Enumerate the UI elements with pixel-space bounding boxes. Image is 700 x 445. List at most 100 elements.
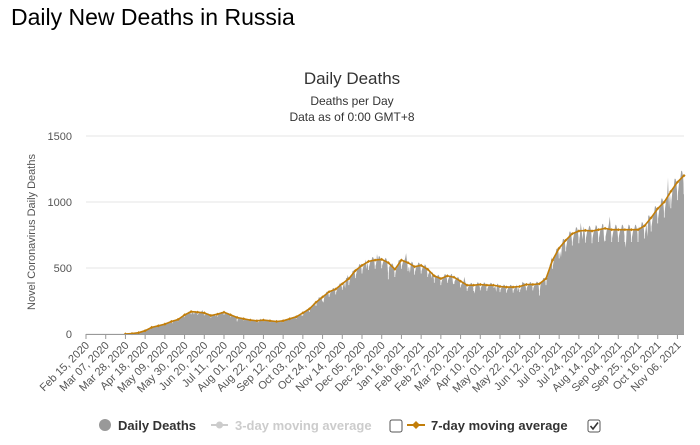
ma7-point: [452, 275, 456, 279]
ma7-point: [183, 313, 187, 317]
check-icon: [589, 422, 599, 431]
legend-item-3day-average[interactable]: 3-day moving average: [211, 418, 372, 433]
ma7-point: [577, 229, 581, 233]
ma7-point: [275, 319, 279, 324]
ma7-point: [597, 228, 601, 232]
ma7-point: [255, 319, 259, 323]
ma7-point: [583, 228, 587, 232]
legend-label-daily-deaths: Daily Deaths: [118, 418, 196, 433]
ma7-point: [662, 200, 666, 204]
ma7-point: [248, 318, 252, 322]
ma7-point: [656, 207, 660, 211]
ma7-point: [229, 313, 233, 317]
ma7-point: [169, 319, 173, 324]
ma7-point: [439, 277, 443, 281]
y-tick-label: 0: [66, 329, 72, 341]
ma7-point: [399, 258, 403, 262]
ma7-point: [643, 224, 647, 228]
ma7-point: [478, 282, 482, 287]
ma7-point: [426, 267, 430, 271]
legend: Daily Deaths 3-day moving average 7-day …: [99, 418, 601, 433]
ma7-point: [215, 312, 219, 316]
legend-checkbox-3day[interactable]: [389, 419, 403, 433]
ma7-point: [202, 311, 206, 315]
ma7-point: [321, 295, 325, 299]
ma7-point: [209, 313, 213, 318]
ma7-point: [511, 285, 515, 289]
ma7-point: [196, 310, 200, 314]
ma7-point: [669, 189, 673, 193]
ma7-point: [432, 274, 436, 278]
ma7-point: [537, 282, 541, 286]
y-tick-label: 1000: [48, 197, 72, 209]
ma7-point: [301, 311, 305, 315]
ma7-point: [261, 318, 265, 322]
ma7-point: [570, 232, 574, 236]
ma7-point: [590, 229, 594, 233]
ma7-point: [505, 285, 509, 289]
page-heading: Daily New Deaths in Russia: [11, 4, 295, 30]
daily-deaths-area[interactable]: [86, 170, 684, 334]
ma7-point: [603, 226, 607, 230]
ma7-point: [445, 274, 449, 278]
ma7-point: [150, 325, 154, 329]
ma7-point: [557, 246, 561, 250]
y-axis-ticks: 0 500 1000 1500: [48, 131, 72, 341]
ma7-point: [176, 317, 180, 322]
ma7-point: [629, 228, 633, 232]
ma7-point: [524, 282, 528, 287]
legend-circle-marker: [99, 419, 111, 431]
ma7-point: [564, 238, 568, 242]
ma7-point: [189, 310, 193, 314]
ma7-markers: [123, 174, 686, 336]
ma7-point: [485, 283, 489, 287]
ma7-point: [472, 283, 476, 287]
ma7-point: [242, 317, 246, 321]
ma7-point: [465, 283, 469, 287]
chart-subtitle-line1: Deaths per Day: [310, 94, 393, 108]
ma7-point: [406, 261, 410, 265]
y-tick-label: 500: [54, 263, 72, 275]
chart-subtitle-line2: Data as of 0:00 GMT+8: [289, 110, 414, 124]
ma7-point: [393, 267, 397, 271]
ma7-point: [616, 228, 620, 232]
ma7-point: [623, 228, 627, 232]
legend-checkbox-7day[interactable]: [587, 419, 601, 433]
ma7-point: [386, 261, 390, 265]
ma7-point: [367, 259, 371, 263]
ma7-point: [334, 287, 338, 291]
ma7-point: [373, 258, 377, 262]
ma7-point: [459, 279, 463, 283]
ma7-point: [156, 324, 160, 328]
ma7-point: [137, 331, 141, 335]
chart-title: Daily Deaths: [304, 69, 400, 88]
ma7-point: [675, 180, 679, 184]
ma7-point: [281, 319, 285, 323]
ma7-point: [610, 228, 614, 232]
ma7-point: [235, 315, 239, 320]
ma7-point: [353, 269, 357, 273]
checkbox-3day-box: [389, 419, 403, 433]
ma7-point: [551, 258, 555, 262]
ma7-point: [531, 282, 535, 287]
ma7-point: [518, 284, 522, 289]
ma7-point: [130, 332, 134, 336]
checkbox-7day-box: [587, 419, 601, 433]
ma7-point: [636, 228, 640, 232]
ma7-point: [360, 263, 364, 267]
legend-label-3day-average: 3-day moving average: [235, 418, 372, 433]
legend-item-daily-deaths[interactable]: Daily Deaths: [99, 418, 196, 433]
ma7-point: [163, 322, 167, 326]
ma7-point: [682, 174, 686, 178]
legend-item-7day-average[interactable]: 7-day moving average: [407, 418, 568, 433]
ma7-point: [498, 284, 502, 289]
ma7-point: [491, 283, 495, 287]
y-tick-label: 1500: [48, 131, 72, 143]
ma7-point: [413, 265, 417, 269]
ma7-point: [340, 282, 344, 286]
ma7-point: [419, 263, 423, 267]
ma7-point: [649, 216, 653, 220]
ma7-point: [544, 277, 548, 281]
